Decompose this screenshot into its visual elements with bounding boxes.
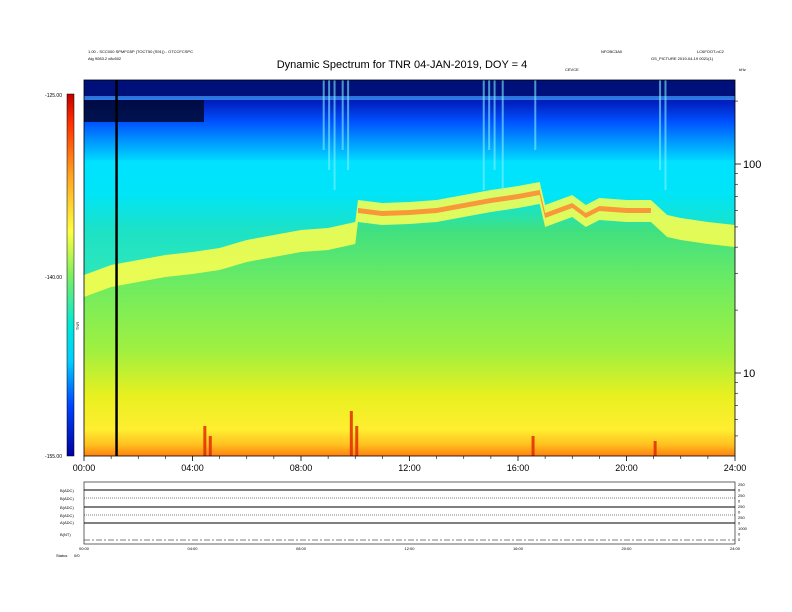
header-right-small: CEVCE [565,67,579,72]
plasma-line-core [357,190,651,218]
y-axis-right: 100 10 [735,100,761,437]
hk-label-4: B(ADC) [60,513,74,518]
y-tick-10: 10 [743,368,755,380]
hk-label-2: B(ADC) [60,496,74,501]
streak [488,80,491,150]
streak [341,80,344,150]
hk-x-tick-label: 24:00 [730,546,741,551]
hk-right-tick: 0 [738,510,741,515]
top-light-stripe [84,96,735,100]
streak [347,80,350,170]
header-right-c: GS_PICTURE 2019-04-19 0021(1) [651,56,714,61]
streak [493,80,496,170]
hk-right-tick: 250 [738,504,745,509]
early-dark-block [84,100,204,122]
header-right-a: NFOBC3A0 [601,49,623,54]
x-tick-label: 24:00 [724,463,747,473]
colorbar-tick-mid: -140.00 [45,275,62,281]
x-axis: 00:00 04:00 08:00 12:00 16:00 20:00 24:00 [73,456,747,473]
spike [203,426,207,456]
hk-label-5: A(ADC) [60,520,74,525]
x-tick-label: 08:00 [290,463,313,473]
colorbar-tick-bottom: -155.00 [45,454,62,460]
hk-right-tick: 0 [738,499,741,504]
x-tick-label: 12:00 [398,463,421,473]
spike [208,436,212,456]
colorbar [66,93,75,457]
streak [482,80,485,190]
hk-label-6: B(NT) [60,532,71,537]
spectrogram-image [84,80,735,456]
plasma-line-band [84,182,735,297]
cyan-region [84,160,735,275]
header-right-unit: kHz [739,67,746,72]
streak [659,80,662,170]
hk-x-tick-label: 20:00 [621,546,632,551]
streak [664,80,667,190]
hk-label-1: B(ADC) [60,488,74,493]
x-tick-label: 16:00 [507,463,530,473]
x-tick-label: 20:00 [615,463,638,473]
header-left-line2: Alg 9083.2 c8c502 [88,56,122,61]
hk-right-tick: 0 [738,521,741,526]
spike [653,441,657,456]
streak [534,80,537,150]
hk-x-tick-label: 08:00 [296,546,307,551]
hk-right-tick: 0 [738,488,741,493]
hk-x-tick-label: 00:00 [79,546,90,551]
bottom-spikes [203,411,657,456]
hk-x-tick-label: 04:00 [187,546,198,551]
chart-title: Dynamic Spectrum for TNR 04-JAN-2019, DO… [277,59,528,71]
hk-x-tick-label: 12:00 [404,546,415,551]
x-tick-label: 00:00 [73,463,96,473]
hk-label-3: B(ADC) [60,505,74,510]
housekeeping-panel: B(ADC) B(ADC) B(ADC) B(ADC) A(ADC) B(NT)… [56,481,748,558]
hk-right-tick: 250 [738,482,745,487]
spike [531,436,535,456]
streak [328,80,331,170]
spike [355,426,359,456]
streak [322,80,325,150]
colorbar-label: TNR [75,322,80,330]
colorbar-tick-top: -125.00 [45,93,62,99]
header-left-line1: 1.00 - SCC000 SPMFG5P (TOCT50 (S91)) - O… [88,49,193,54]
housekeeping-frame [83,481,736,545]
hk-x-tick-label: 16:00 [513,546,524,551]
status-value: 0/0 [74,553,80,558]
vertical-streaks [322,80,667,190]
y-tick-100: 100 [743,159,761,171]
hk-right-tick: 0 [738,537,741,542]
x-tick-label: 04:00 [181,463,204,473]
header-right-b: LC6FOOT-nC2 [697,49,725,54]
top-dark-band [84,80,735,98]
spike [349,411,353,456]
status-label: Status [56,553,67,558]
streak [501,80,504,190]
hk-right-tick: 0 [738,532,741,537]
hk-right-tick: 1000 [738,526,748,531]
hk-right-tick: 250 [738,515,745,520]
streak [333,80,336,190]
hk-right-tick: 250 [738,493,745,498]
